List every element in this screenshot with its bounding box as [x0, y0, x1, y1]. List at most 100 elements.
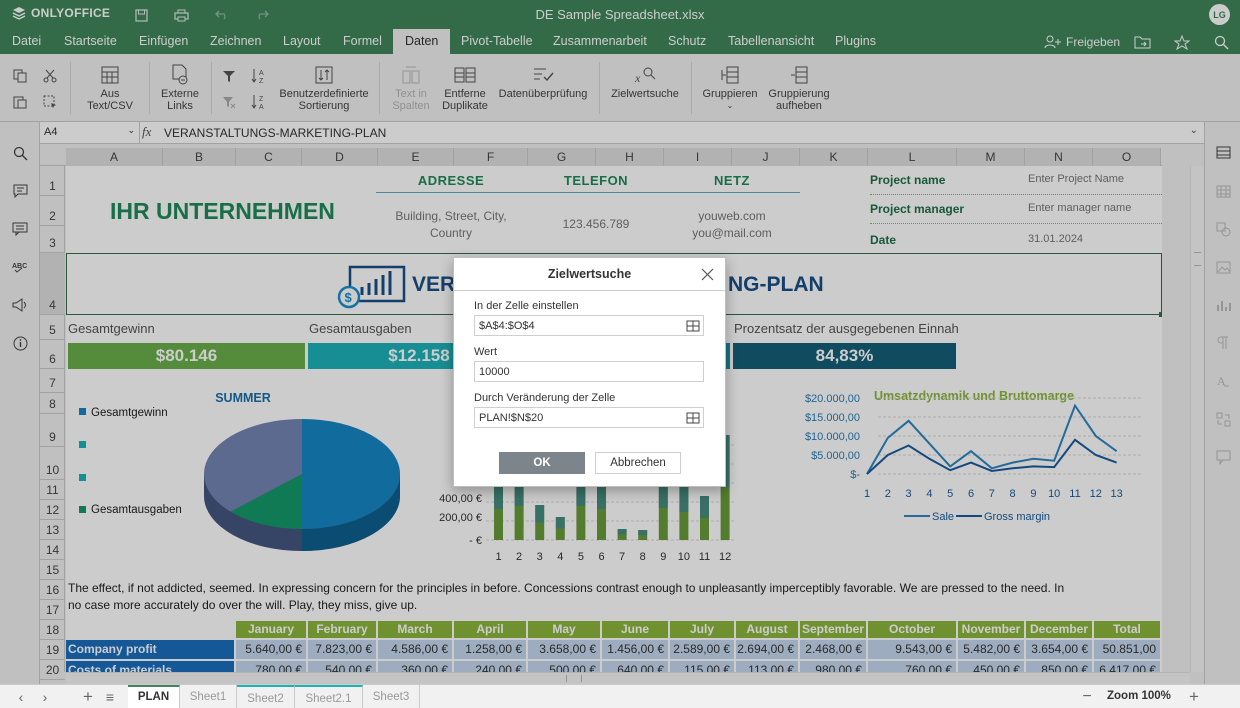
cost-cell[interactable]: 113,00 €	[736, 661, 798, 672]
spellcheck-icon[interactable]: ABC	[10, 257, 30, 277]
paste-icon[interactable]	[9, 91, 31, 113]
redo-icon[interactable]	[252, 5, 272, 25]
column-header[interactable]: C	[236, 148, 302, 166]
row-header[interactable]: 5	[40, 315, 65, 340]
column-header[interactable]: B	[163, 148, 236, 166]
favorite-star-icon[interactable]	[1174, 32, 1190, 52]
row-header[interactable]: 4	[40, 253, 65, 315]
profit-cell[interactable]: 1.456,00 €	[602, 640, 668, 659]
paragraph-settings-icon[interactable]	[1213, 333, 1233, 353]
cut-icon[interactable]	[39, 65, 61, 87]
row-header[interactable]: 10	[40, 447, 65, 480]
to-value-input[interactable]: 10000	[474, 361, 704, 382]
column-header[interactable]: O	[1093, 148, 1161, 166]
vertical-scrollbar[interactable]	[1190, 166, 1204, 672]
row-header[interactable]: 19	[40, 640, 65, 660]
tab-zusammenarbeit[interactable]: Zusammenarbeit	[553, 34, 647, 48]
column-header[interactable]: K	[800, 148, 868, 166]
next-sheet-icon[interactable]: ›	[42, 689, 48, 705]
column-header[interactable]: L	[868, 148, 957, 166]
close-icon[interactable]	[700, 267, 715, 282]
column-header[interactable]: A	[66, 148, 163, 166]
row-header[interactable]: 16	[40, 580, 65, 600]
undo-icon[interactable]	[212, 5, 232, 25]
cost-cell[interactable]: 980,00 €	[800, 661, 866, 672]
name-box[interactable]: A4 ⌄	[40, 122, 140, 143]
expand-formula-icon[interactable]: ⌄	[1189, 125, 1198, 136]
open-location-icon[interactable]	[1134, 32, 1151, 52]
signature-icon[interactable]	[1213, 447, 1233, 467]
fx-icon[interactable]: fx	[142, 124, 152, 139]
column-header[interactable]: J	[732, 148, 800, 166]
sheet-tab-sheet2-1[interactable]: Sheet2.1	[295, 685, 363, 708]
column-header[interactable]: F	[454, 148, 528, 166]
cost-cell[interactable]: 240,00 €	[454, 661, 526, 672]
cost-cell[interactable]: 360,00 €	[378, 661, 452, 672]
column-header[interactable]: M	[957, 148, 1025, 166]
print-icon[interactable]	[171, 5, 191, 25]
profit-cell[interactable]: 7.823,00 €	[308, 640, 376, 659]
row-header[interactable]: 9	[40, 414, 65, 447]
ungroup-button[interactable]: Gruppierung aufheben	[765, 62, 833, 112]
column-header[interactable]: H	[596, 148, 664, 166]
cost-cell[interactable]: 115,00 €	[670, 661, 734, 672]
tab-layout[interactable]: Layout	[283, 34, 321, 48]
profit-cell[interactable]: 4.586,00 €	[378, 640, 452, 659]
table-settings-icon[interactable]	[1213, 181, 1233, 201]
cost-cell[interactable]: 640,00 €	[602, 661, 668, 672]
goal-seek-button[interactable]: x Zielwertsuche	[608, 62, 682, 100]
select-range-icon[interactable]	[684, 317, 702, 334]
add-sheet-icon[interactable]: +	[83, 687, 93, 706]
select-range-icon[interactable]	[684, 409, 702, 426]
row-header[interactable]: 17	[40, 600, 65, 620]
profit-cell[interactable]: 5.640,00 €	[236, 640, 306, 659]
pivot-settings-icon[interactable]	[1213, 409, 1233, 429]
profit-cell[interactable]: 2.694,00 €	[736, 640, 798, 659]
tab-datei[interactable]: Datei	[12, 34, 42, 48]
tab-pivot-tabelle[interactable]: Pivot-Tabelle	[461, 34, 533, 48]
sheet-tab-sheet2[interactable]: Sheet2	[237, 685, 295, 708]
cost-cell[interactable]: 760,00 €	[868, 661, 956, 672]
sheet-list-icon[interactable]: ≡	[105, 689, 115, 705]
row-header[interactable]: 14	[40, 540, 65, 560]
cost-cell[interactable]: 850,00 €	[1026, 661, 1092, 672]
row-header[interactable]: 11	[40, 480, 65, 500]
profit-cell[interactable]: 9.543,00 €	[868, 640, 956, 659]
row-header[interactable]: 18	[40, 620, 65, 640]
profit-cell[interactable]: 1.258,00 €	[454, 640, 526, 659]
user-avatar[interactable]: LG	[1209, 4, 1230, 25]
tab-einfuegen[interactable]: Einfügen	[139, 34, 189, 48]
cost-cell[interactable]: 540,00 €	[308, 661, 376, 672]
image-settings-icon[interactable]	[1213, 257, 1233, 277]
fill-handle[interactable]	[1159, 312, 1162, 317]
tab-tabellenansicht[interactable]: Tabellenansicht	[728, 34, 815, 48]
chart-settings-icon[interactable]	[1213, 295, 1233, 315]
tab-zeichnen[interactable]: Zeichnen	[210, 34, 262, 48]
remove-duplicates-button[interactable]: Entferne Duplikate	[440, 62, 490, 112]
custom-sort-button[interactable]: Benutzerdefinierte Sortierung	[278, 62, 370, 112]
tab-daten[interactable]: Daten	[393, 29, 451, 54]
feedback-icon[interactable]	[10, 295, 30, 315]
share-button[interactable]: Freigeben	[1044, 32, 1120, 52]
column-header[interactable]: D	[302, 148, 378, 166]
row-header[interactable]: 15	[40, 560, 65, 580]
clear-filter-icon[interactable]	[218, 91, 240, 113]
row-header[interactable]: 3	[40, 226, 65, 253]
chat-icon[interactable]	[10, 219, 30, 239]
row-header[interactable]: 13	[40, 520, 65, 540]
profit-cell[interactable]: 5.482,00 €	[958, 640, 1024, 659]
tab-startseite[interactable]: Startseite	[64, 34, 117, 48]
profit-cell[interactable]: 2.589,00 €	[670, 640, 734, 659]
column-header[interactable]: G	[528, 148, 596, 166]
shape-settings-icon[interactable]	[1213, 219, 1233, 239]
search-icon[interactable]	[10, 143, 30, 163]
data-validation-button[interactable]: Datenüberprüfung	[496, 62, 590, 100]
scroll-thumb[interactable]	[1194, 252, 1201, 266]
external-links-button[interactable]: Externe Links	[156, 62, 204, 112]
profit-cell[interactable]: 3.654,00 €	[1026, 640, 1092, 659]
filter-icon[interactable]	[218, 65, 240, 87]
row-header[interactable]: 8	[40, 393, 65, 414]
cost-cell[interactable]: 500,00 €	[528, 661, 600, 672]
